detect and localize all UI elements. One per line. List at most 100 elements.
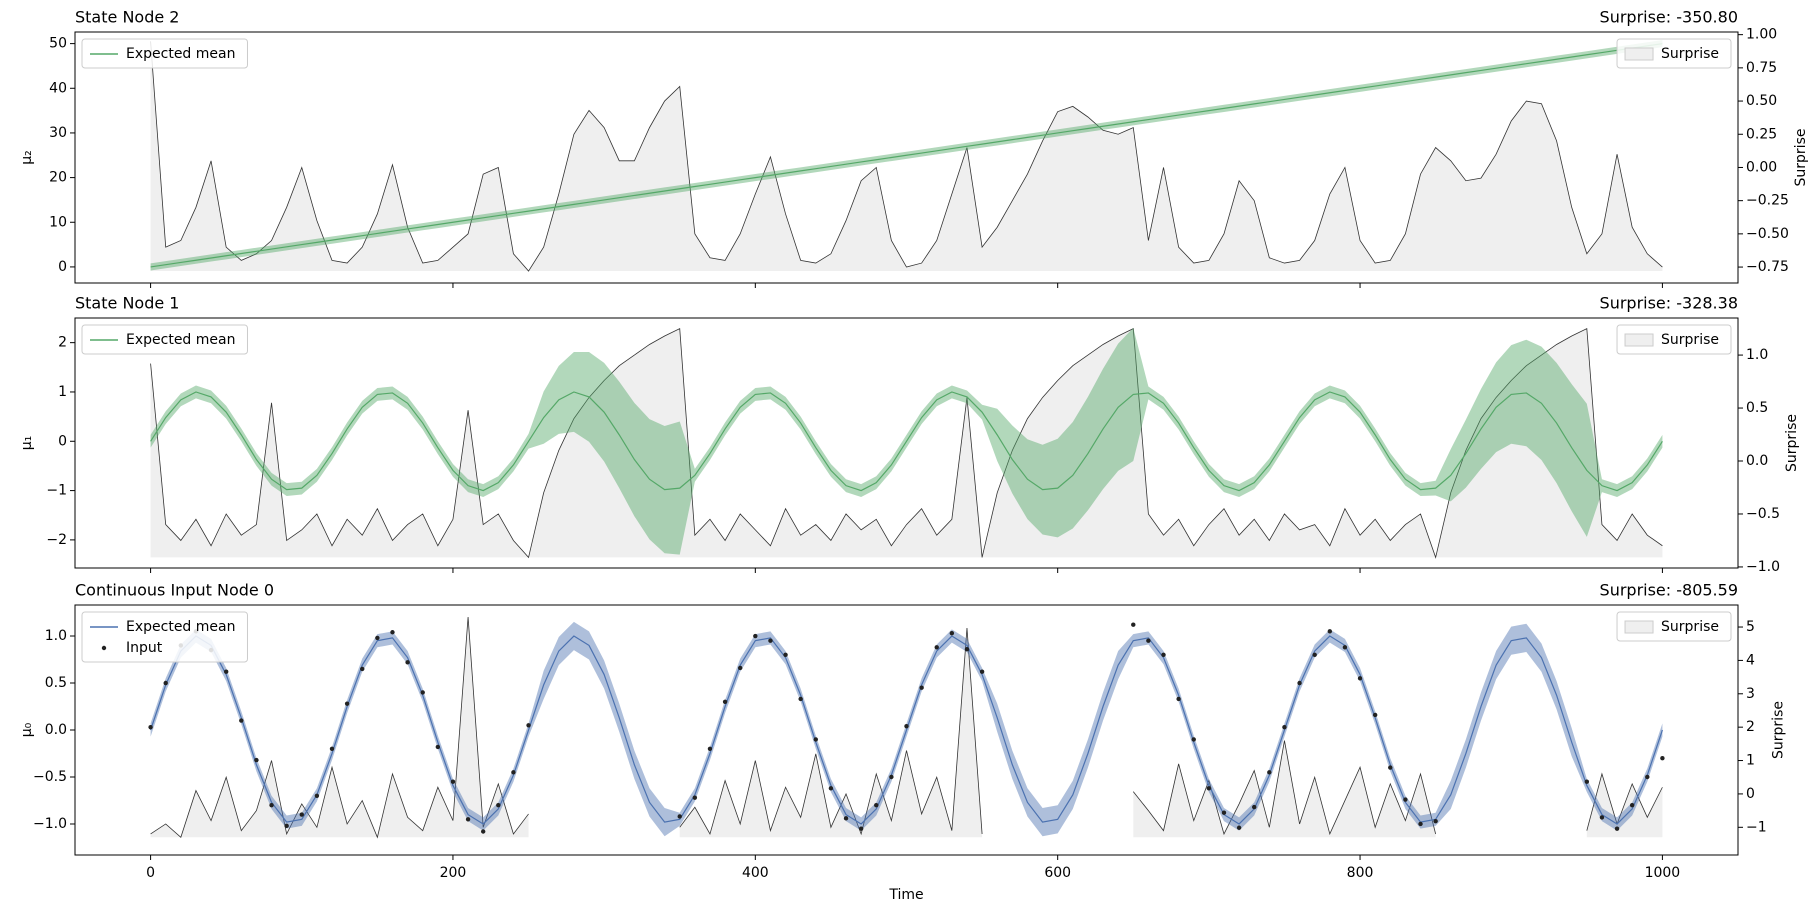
x-tick-label: 400: [742, 865, 769, 881]
panel: −1.0 −0.5 0.0 0.5 1.0 −1 0 1 2 3 4 5 0 200 400 600 800 10…: [19, 581, 1787, 904]
y2-axis-label: Surprise: [1771, 701, 1787, 759]
legend: Expected mean: [81, 38, 248, 69]
panel: −2 −1 0 1 2 −1.0 −0.5 0.0 0.5 1.0 State Node 1 Surp…: [19, 294, 1800, 575]
surprise-area: [150, 328, 1663, 558]
y2-tick-label: 0.5: [1746, 400, 1768, 416]
plot-area: [148, 616, 1665, 839]
y2-tick-label: −1.0: [1746, 559, 1780, 575]
input-point: [904, 724, 909, 729]
x-tick-label: 600: [1044, 865, 1071, 881]
input-point: [707, 746, 713, 751]
panel-surprise: Surprise: -350.80: [1600, 8, 1738, 27]
input-point: [979, 669, 985, 674]
plot-area: [150, 327, 1663, 559]
y2-tick-label: 1.0: [1746, 347, 1768, 363]
y2-tick-label: 0.00: [1746, 159, 1777, 175]
input-point: [677, 814, 682, 819]
legend-label: Input: [126, 640, 163, 656]
input-point: [813, 737, 818, 742]
input-point: [1342, 645, 1348, 650]
input-point: [768, 638, 773, 643]
y-tick-label: 20: [49, 170, 67, 186]
input-point: [753, 633, 758, 639]
input-point: [949, 630, 955, 636]
legend: Expected mean Input: [81, 611, 248, 663]
y2-tick-label: 1: [1746, 753, 1755, 769]
input-point: [254, 757, 259, 763]
input-point: [496, 802, 501, 808]
y2-tick-label: 5: [1746, 619, 1755, 635]
panel: 0 10 20 30 40 50 −0.75 −0.50 −0.25 0.00 0.25 0.50 0.…: [19, 8, 1809, 288]
input-point: [919, 685, 924, 690]
y2-tick-label: −0.25: [1746, 193, 1789, 209]
input-point: [1312, 652, 1317, 658]
input-point: [1191, 737, 1196, 742]
y-tick-label: 2: [58, 335, 67, 351]
surprise-line: [150, 616, 1663, 839]
legend-box: [1616, 38, 1732, 69]
legend: Expected mean: [81, 324, 248, 355]
input-point: [1403, 797, 1408, 802]
panel-surprise: Surprise: -328.38: [1600, 294, 1738, 313]
input-point: [1327, 629, 1333, 634]
y2-tick-label: −1: [1746, 819, 1767, 835]
y-tick-label: 1.0: [45, 628, 67, 644]
legend-box: [1616, 611, 1732, 642]
input-point: [1584, 779, 1590, 784]
y2-tick-label: 0.50: [1746, 93, 1777, 109]
input-point: [284, 823, 289, 829]
mean-line: [150, 391, 1663, 492]
legend-patch: [1624, 47, 1654, 61]
y2-tick-label: −0.75: [1746, 259, 1789, 275]
input-point: [1161, 652, 1166, 658]
input-point: [798, 696, 803, 702]
legend: Surprise: [1616, 38, 1732, 69]
x-tick-label: 200: [440, 865, 467, 881]
y2-axis-label: Surprise: [1784, 414, 1800, 472]
input-point: [889, 774, 894, 780]
mean-line: [150, 43, 1663, 268]
y-tick-label: 30: [49, 125, 67, 141]
legend-box: [81, 38, 248, 69]
y2-tick-label: 0.0: [1746, 453, 1768, 469]
input-point: [1282, 724, 1287, 730]
legend-dot: [101, 645, 107, 651]
input-point: [299, 812, 304, 817]
surprise-area: [150, 41, 1663, 272]
y-tick-label: 10: [49, 214, 67, 230]
input-point: [450, 779, 456, 784]
input-point: [1221, 810, 1227, 815]
y-tick-label: 0: [58, 259, 67, 275]
y-tick-label: 50: [49, 36, 67, 52]
legend-label: Surprise: [1661, 332, 1719, 348]
y-tick-label: 40: [49, 80, 67, 96]
y2-tick-label: 0: [1746, 786, 1755, 802]
y-tick-label: −1: [46, 483, 67, 499]
y-tick-label: −0.5: [33, 769, 67, 785]
x-tick-label: 800: [1347, 865, 1374, 881]
y2-tick-label: 1.00: [1746, 27, 1777, 43]
panel-title: State Node 2: [75, 8, 179, 27]
y2-tick-label: −0.5: [1746, 506, 1780, 522]
legend-label: Surprise: [1661, 619, 1719, 635]
input-point: [375, 635, 380, 641]
input-point: [1629, 802, 1635, 808]
legend-label: Surprise: [1661, 46, 1719, 62]
input-point: [163, 680, 168, 686]
legend-box: [1616, 324, 1732, 355]
y-tick-label: 0: [58, 433, 67, 449]
input-point: [874, 802, 879, 808]
input-point: [420, 690, 425, 695]
legend-box: [81, 324, 248, 355]
axes-frame: [74, 31, 1739, 284]
y2-tick-label: 0.75: [1746, 60, 1777, 76]
input-point: [1433, 818, 1438, 824]
input-point: [1252, 804, 1257, 810]
y-axis-label: μ₀: [19, 722, 35, 737]
axes-frame: [74, 317, 1739, 569]
input-point: [1297, 680, 1302, 686]
input-point: [1660, 755, 1665, 761]
input-point: [435, 744, 441, 750]
panel-title: State Node 1: [75, 294, 179, 313]
